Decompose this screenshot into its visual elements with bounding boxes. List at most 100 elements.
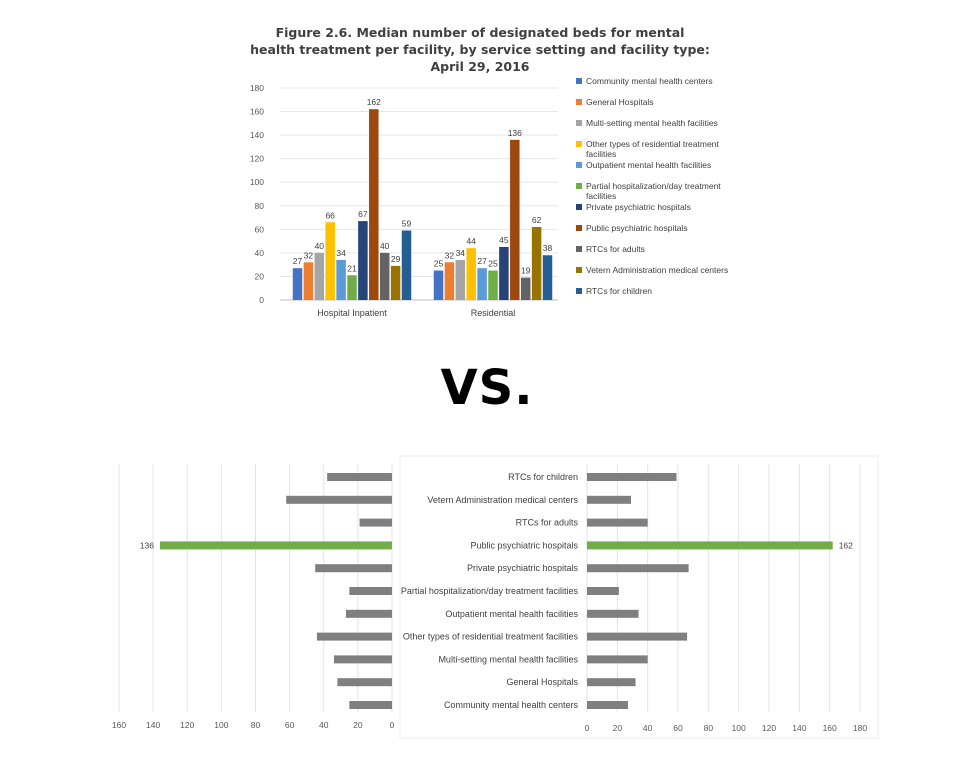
x-tick-label: 80 (251, 720, 261, 730)
x-tick-label: 60 (285, 720, 295, 730)
y-tick-label: 0 (259, 295, 264, 305)
legend-label: Public psychiatric hospitals (586, 223, 688, 233)
legend-swatch (576, 204, 582, 210)
bar (510, 139, 520, 300)
bar (336, 259, 346, 300)
legend-swatch (576, 141, 582, 147)
data-label: 34 (456, 248, 466, 258)
bar (390, 265, 401, 300)
y-tick-label: 180 (250, 83, 264, 93)
legend-swatch (576, 183, 582, 189)
data-label: 40 (380, 241, 390, 251)
y-tick-label: 140 (250, 130, 264, 140)
right-bar (587, 678, 636, 687)
data-label: 21 (347, 263, 357, 273)
y-tick-label: 120 (250, 154, 264, 164)
y-tick-label: 80 (255, 201, 265, 211)
bar (477, 268, 487, 300)
x-tick-label: 140 (146, 720, 160, 730)
left-bar (316, 632, 392, 641)
legend-label: RTCs for children (586, 286, 652, 296)
legend-label: Multi-setting mental health facilities (586, 118, 718, 128)
left-bar (315, 564, 392, 573)
bar (369, 109, 379, 300)
right-bar (587, 609, 639, 618)
category-label: RTCs for adults (516, 518, 579, 528)
data-label: 67 (358, 209, 368, 219)
x-tick-label: 60 (673, 723, 683, 733)
bar (401, 230, 412, 300)
x-tick-label: 0 (390, 720, 395, 730)
category-label: Partial hospitalization/day treatment fa… (401, 586, 579, 596)
bar (455, 259, 466, 300)
legend-swatch (576, 246, 582, 252)
data-label: 45 (499, 235, 509, 245)
chart-title-line-1: Figure 2.6. Median number of designated … (275, 25, 685, 40)
legend-swatch (576, 225, 582, 231)
left-bar (337, 678, 392, 687)
data-label: 34 (336, 248, 346, 258)
x-tick-label: 100 (214, 720, 228, 730)
legend-swatch (576, 267, 582, 273)
right-bar (587, 495, 631, 504)
right-bar (587, 655, 648, 664)
x-tick-label: 120 (762, 723, 776, 733)
category-label: Public psychiatric hospitals (470, 540, 578, 550)
data-label: 40 (315, 241, 325, 251)
bar (488, 270, 498, 300)
data-label: 19 (521, 266, 531, 276)
data-label: 25 (488, 259, 498, 269)
legend-swatch (576, 162, 582, 168)
data-label: 136 (508, 128, 522, 138)
x-tick-label: 180 (853, 723, 867, 733)
data-label: 66 (325, 210, 335, 220)
legend-label: RTCs for adults (586, 244, 645, 254)
data-label: 59 (402, 219, 412, 229)
legend-label: Other types of residential treatment faci… (586, 139, 719, 159)
legend-label: Community mental health centers (586, 76, 713, 86)
left-bar (349, 701, 392, 709)
bar (520, 277, 531, 300)
category-label: Multi-setting mental health facilities (438, 654, 578, 664)
vs-label: VS. (440, 360, 534, 416)
bar (314, 252, 325, 300)
bar (433, 270, 444, 300)
bar (444, 262, 455, 300)
data-label: 29 (391, 254, 401, 264)
category-label: Community mental health centers (444, 700, 579, 710)
chart-title: Figure 2.6. Median number of designated … (230, 24, 730, 75)
chart-title-line-2: health treatment per facility, by servic… (250, 42, 710, 57)
x-tick-label: 140 (792, 723, 806, 733)
left-bar (327, 473, 392, 481)
category-label: Outpatient mental health facilities (445, 609, 578, 619)
data-label: 162 (367, 97, 381, 107)
right-bar (587, 541, 833, 550)
x-tick-label: 0 (585, 723, 590, 733)
y-tick-label: 60 (255, 224, 265, 234)
legend-label: General Hospitals (586, 97, 654, 107)
x-tick-label: 160 (112, 720, 126, 730)
x-category-label: Hospital Inpatient (317, 308, 387, 318)
legend-swatch (576, 288, 582, 294)
bar (379, 252, 390, 300)
left-bar (359, 518, 392, 527)
x-category-label: Residential (471, 308, 516, 318)
x-tick-label: 40 (319, 720, 329, 730)
bar (466, 248, 476, 300)
data-label: 27 (293, 256, 303, 266)
data-label: 44 (466, 236, 476, 246)
left-bar (159, 541, 392, 550)
data-label: 32 (445, 250, 455, 260)
bar (499, 247, 509, 300)
legend-swatch (576, 78, 582, 84)
legend-swatch (576, 99, 582, 105)
legend-label: Partial hospitalization/day treatment fac… (586, 181, 721, 201)
data-label: 136 (140, 540, 154, 550)
category-label: Vetern Administration medical centers (427, 495, 578, 505)
data-label: 32 (304, 250, 314, 260)
left-bar (333, 655, 392, 664)
y-tick-label: 40 (255, 248, 265, 258)
data-label: 25 (434, 259, 444, 269)
y-tick-label: 160 (250, 107, 264, 117)
left-bar (286, 495, 392, 504)
